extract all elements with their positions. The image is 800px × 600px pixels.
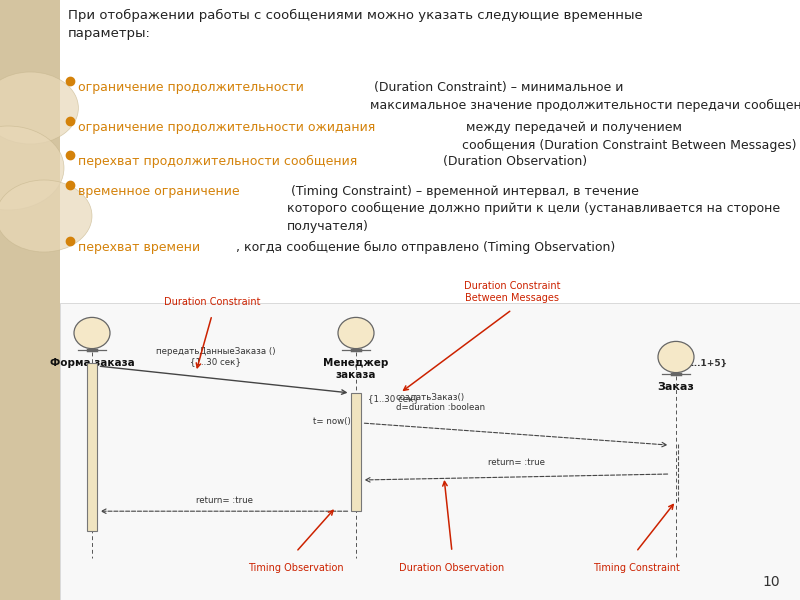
Text: Timing Observation: Timing Observation <box>248 563 344 573</box>
Ellipse shape <box>338 317 374 349</box>
Text: {t..1+5}: {t..1+5} <box>684 359 728 368</box>
Text: return= :true: return= :true <box>487 458 545 467</box>
Circle shape <box>0 72 78 144</box>
Circle shape <box>0 126 64 210</box>
Text: Duration Constraint
Between Messages: Duration Constraint Between Messages <box>464 281 560 303</box>
Text: (Timing Constraint) – временной интервал, в течение
которого сообщение должно пр: (Timing Constraint) – временной интервал… <box>287 185 780 233</box>
Ellipse shape <box>74 317 110 349</box>
Text: ограничение продолжительности: ограничение продолжительности <box>78 81 304 94</box>
Text: {1..30 сек}: {1..30 сек} <box>368 394 419 403</box>
Text: перехват времени: перехват времени <box>78 241 201 254</box>
Text: t= now(): t= now() <box>313 417 350 426</box>
Text: перехват продолжительности сообщения: перехват продолжительности сообщения <box>78 155 358 168</box>
Text: return= :true: return= :true <box>195 496 253 505</box>
Ellipse shape <box>658 341 694 373</box>
Text: (Duration Constraint) – минимальное и
максимальное значение продолжительности пе: (Duration Constraint) – минимальное и ма… <box>370 81 800 112</box>
Text: Timing Constraint: Timing Constraint <box>593 563 679 573</box>
Bar <box>350 393 362 511</box>
Text: временное ограничение: временное ограничение <box>78 185 240 198</box>
Text: Менеджер
заказа: Менеджер заказа <box>323 358 389 380</box>
Text: , когда сообщение было отправлено (Timing Observation): , когда сообщение было отправлено (Timin… <box>236 241 615 254</box>
Circle shape <box>0 180 92 252</box>
Text: При отображении работы с сообщениями можно указать следующие временные
параметры: При отображении работы с сообщениями мож… <box>68 9 642 40</box>
Text: ограничение продолжительности ожидания: ограничение продолжительности ожидания <box>78 121 376 134</box>
Text: (Duration Observation): (Duration Observation) <box>438 155 587 168</box>
Bar <box>0 0 60 600</box>
Text: 10: 10 <box>762 575 780 589</box>
Text: Заказ: Заказ <box>658 382 694 392</box>
Text: между передачей и получением
сообщения (Duration Constraint Between Messages): между передачей и получением сообщения (… <box>462 121 797 152</box>
Text: Форма заказа: Форма заказа <box>50 358 134 368</box>
Text: Duration Constraint: Duration Constraint <box>164 297 260 307</box>
Text: Duration Observation: Duration Observation <box>399 563 505 573</box>
Bar <box>86 363 97 531</box>
Text: передатьДанныеЗаказа ()
{1..30 сек}: передатьДанныеЗаказа () {1..30 сек} <box>156 347 276 366</box>
Bar <box>60 303 800 600</box>
Text: создатьЗаказ()
d=duration :boolean: создатьЗаказ() d=duration :boolean <box>396 393 485 412</box>
